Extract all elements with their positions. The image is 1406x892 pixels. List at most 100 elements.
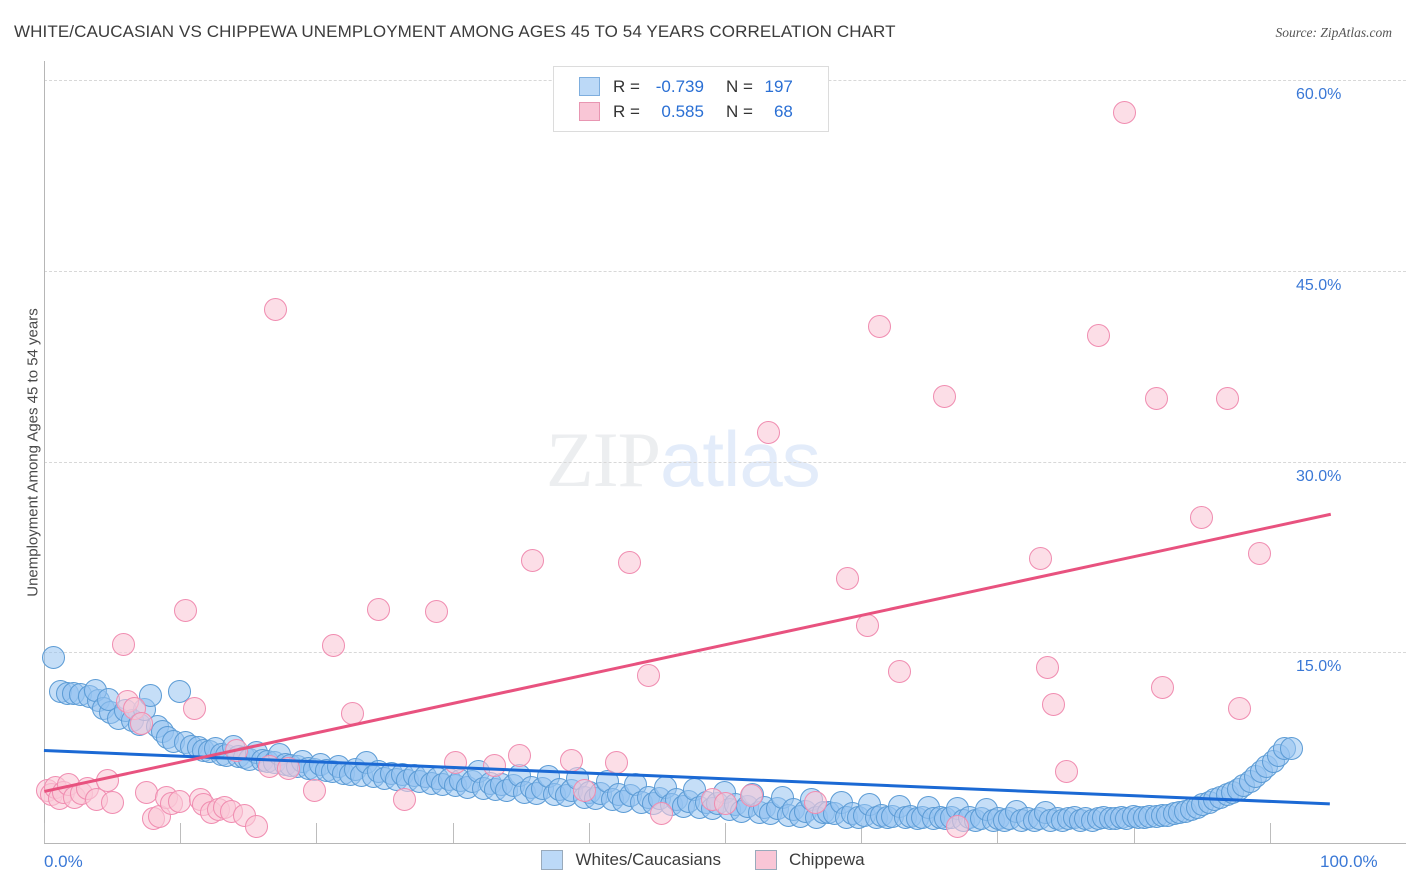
- scatter-point: [350, 764, 374, 788]
- scatter-point: [212, 795, 236, 819]
- scatter-point: [584, 787, 608, 810]
- scatter-point: [315, 759, 339, 783]
- scatter-point: [85, 788, 109, 812]
- scatter-point: [770, 785, 794, 809]
- scatter-point: [490, 773, 514, 797]
- scatter-point: [617, 550, 641, 574]
- scatter-point: [800, 788, 824, 812]
- scatter-point: [51, 780, 75, 804]
- scatter-point: [139, 684, 163, 708]
- scatter-point: [804, 790, 828, 814]
- scatter-point: [251, 748, 275, 772]
- scatter-point: [1144, 804, 1168, 828]
- scatter-point: [706, 792, 730, 816]
- scatter-point: [1039, 808, 1063, 832]
- legend-swatch-whites: [541, 850, 564, 870]
- scatter-point: [855, 614, 879, 638]
- scatter-point: [233, 746, 257, 770]
- scatter-point: [1045, 807, 1069, 831]
- scatter-point: [338, 762, 362, 786]
- scatter-point: [600, 788, 624, 812]
- scatter-point: [945, 797, 969, 821]
- x-axis-line: [44, 843, 1406, 844]
- scatter-point: [519, 775, 543, 799]
- scatter-point: [998, 807, 1022, 831]
- scatter-point: [431, 773, 455, 797]
- scatter-point: [1138, 804, 1162, 828]
- scatter-point: [379, 761, 403, 785]
- scatter-point: [975, 798, 999, 822]
- scatter-point: [419, 771, 443, 795]
- scatter-point: [816, 800, 840, 824]
- scatter-point: [525, 781, 549, 805]
- scatter-point: [1098, 807, 1122, 831]
- scatter-point: [167, 680, 191, 704]
- scatter-point: [209, 742, 233, 766]
- scatter-point: [714, 792, 738, 816]
- scatter-point: [326, 755, 350, 779]
- scatter-point: [660, 793, 684, 817]
- scatter-point: [940, 806, 964, 830]
- scatter-point: [392, 788, 416, 812]
- x-tick: [180, 823, 182, 843]
- scatter-point: [402, 764, 426, 788]
- scatter-point: [1267, 743, 1291, 767]
- legend-swatch-chippewa: [754, 850, 777, 870]
- scatter-point: [256, 750, 280, 774]
- scatter-point: [559, 779, 583, 803]
- scatter-point: [159, 792, 183, 816]
- scatter-point: [173, 731, 197, 755]
- scatter-point: [366, 760, 390, 784]
- scatter-point: [167, 789, 191, 813]
- x-tick: [1269, 823, 1271, 843]
- stat-r-label-whites: R =: [613, 76, 640, 96]
- scatter-point: [69, 781, 93, 805]
- scatter-point: [928, 806, 952, 830]
- scatter-point: [508, 764, 532, 788]
- scatter-point: [759, 802, 783, 826]
- scatter-point: [96, 687, 120, 711]
- scatter-point: [969, 807, 993, 831]
- scatter-point: [676, 789, 700, 813]
- scatter-point: [1162, 802, 1186, 826]
- scatter-point: [572, 785, 596, 809]
- scatter-point: [40, 783, 64, 807]
- scatter-point: [595, 770, 619, 794]
- x-tick: [588, 823, 590, 843]
- scatter-point: [285, 755, 309, 779]
- scatter-point: [495, 779, 519, 803]
- legend-item-chippewa[interactable]: Chippewa: [754, 850, 865, 870]
- scatter-point: [589, 781, 613, 805]
- scatter-point: [424, 600, 448, 624]
- scatter-point: [846, 806, 870, 830]
- scatter-plot-area[interactable]: [36, 61, 1331, 843]
- scatter-point: [1189, 506, 1213, 530]
- scatter-point: [508, 743, 532, 767]
- scatter-point: [68, 682, 92, 706]
- legend-item-whites[interactable]: Whites/Caucasians: [541, 850, 721, 870]
- series-swatch-whites: [579, 77, 600, 96]
- scatter-point: [1054, 760, 1078, 784]
- scatter-point: [1029, 546, 1053, 570]
- scatter-point: [1215, 386, 1239, 410]
- scatter-point: [1027, 807, 1051, 831]
- scatter-point: [182, 696, 206, 720]
- scatter-point: [99, 700, 123, 724]
- scatter-point: [829, 790, 853, 814]
- scatter-point: [1121, 804, 1145, 828]
- scatter-point: [180, 734, 204, 758]
- scatter-point: [951, 808, 975, 832]
- scatter-point: [1232, 774, 1256, 798]
- scatter-point: [355, 751, 379, 775]
- scatter-point: [729, 799, 753, 823]
- scatter-point: [122, 696, 146, 720]
- scatter-point: [1126, 806, 1150, 830]
- scatter-point: [444, 774, 468, 798]
- scatter-point: [320, 760, 344, 784]
- scatter-point: [554, 784, 578, 808]
- scatter-point: [1247, 541, 1271, 565]
- scatter-point: [1255, 755, 1279, 779]
- scatter-point: [805, 806, 829, 830]
- scatter-point: [191, 793, 215, 817]
- stat-n-value-chippewa: 68: [773, 101, 793, 121]
